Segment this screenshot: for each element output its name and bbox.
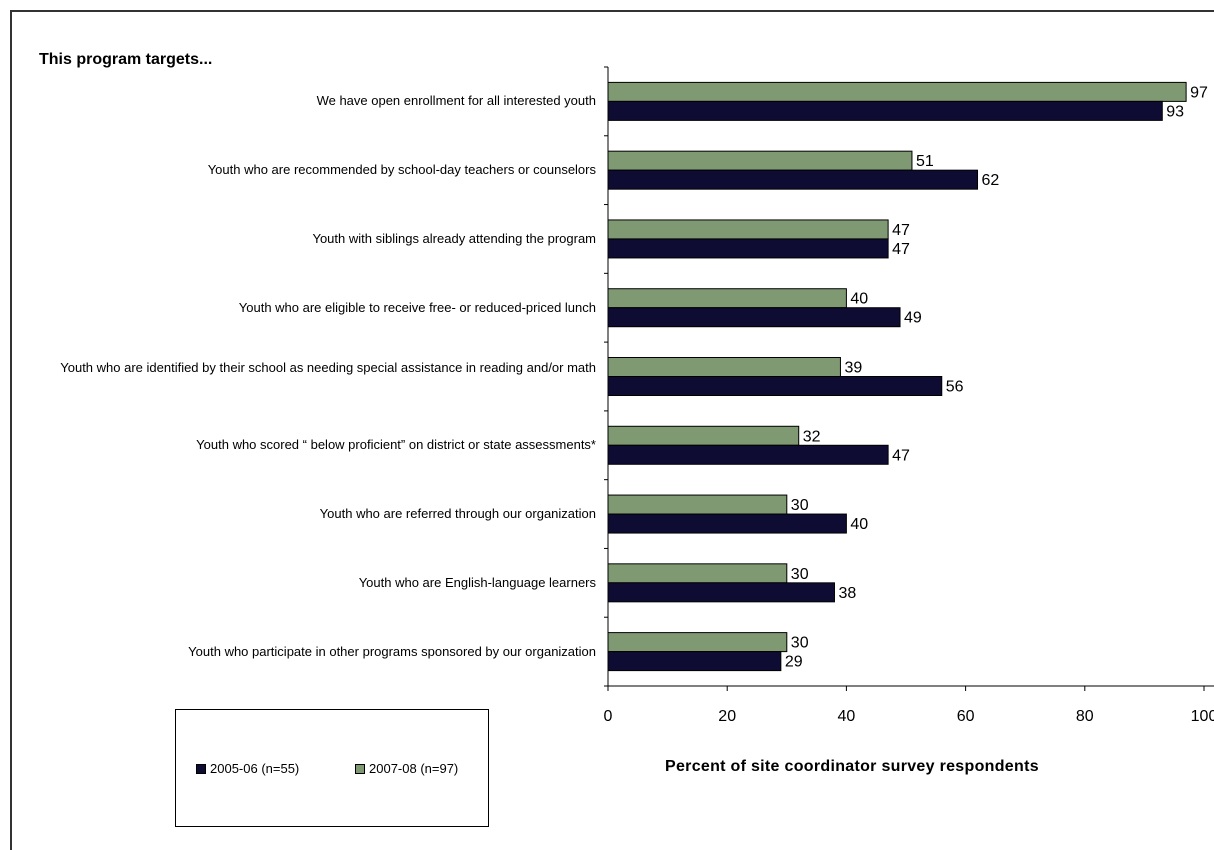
legend-item-2007: 2007-08 (n=97): [355, 761, 458, 776]
data-label: 56: [946, 379, 964, 396]
data-label: 62: [982, 172, 1000, 189]
data-label: 30: [791, 635, 809, 652]
bar-2005-06: [607, 513, 847, 534]
x-tick-label: 0: [604, 708, 613, 725]
x-axis-label: Percent of site coordinator survey respo…: [665, 758, 1039, 775]
data-label: 47: [892, 447, 910, 464]
bar-2005-06: [607, 100, 1163, 121]
data-label: 97: [1190, 84, 1208, 101]
legend-swatch-2005: [196, 763, 206, 774]
data-label: 93: [1166, 103, 1184, 120]
data-label: 40: [850, 291, 868, 308]
bar-2007-08: [607, 81, 1187, 102]
data-label: 47: [892, 241, 910, 258]
data-label: 40: [850, 516, 868, 533]
legend-swatch-2007: [355, 763, 365, 774]
category-label: Youth who are referred through our organ…: [319, 506, 596, 522]
category-label: Youth who participate in other programs …: [188, 643, 596, 659]
bar-2005-06: [607, 444, 889, 465]
data-label: 30: [791, 497, 809, 514]
bar-2005-06: [607, 307, 901, 328]
bar-2007-08: [607, 219, 889, 240]
data-label: 39: [844, 360, 862, 377]
bar-2007-08: [607, 632, 788, 653]
bar-2007-08: [607, 357, 841, 377]
category-label: Youth who are recommended by school-day …: [207, 162, 596, 178]
legend-item-2005: 2005-06 (n=55): [196, 761, 299, 776]
x-tick-label: 40: [838, 708, 856, 725]
x-tick-label: 20: [718, 708, 736, 725]
bar-2007-08: [607, 425, 800, 446]
x-tick-label: 100: [1191, 708, 1214, 725]
bar-2007-08: [607, 494, 788, 515]
x-tick-label: 80: [1076, 708, 1094, 725]
data-label: 30: [791, 566, 809, 583]
chart-frame: [10, 10, 1214, 850]
bar-2005-06: [607, 169, 979, 190]
category-label: Youth who are eligible to receive free- …: [238, 299, 596, 315]
bar-2005-06: [607, 376, 943, 396]
category-label: Youth who are identified by their school…: [60, 359, 596, 375]
data-label: 51: [916, 153, 934, 170]
legend-label-2007: 2007-08 (n=97): [369, 761, 459, 776]
chart-title: This program targets...: [39, 51, 213, 68]
category-label: We have open enrollment for all interest…: [316, 93, 596, 109]
bar-2007-08: [607, 288, 847, 309]
bar-2005-06: [607, 651, 782, 672]
x-tick-label: 60: [957, 708, 975, 725]
data-label: 29: [785, 654, 803, 671]
category-label: Youth who are English-language learners: [358, 574, 596, 590]
data-label: 47: [892, 222, 910, 239]
bar-2007-08: [607, 150, 913, 171]
data-label: 32: [803, 428, 821, 445]
category-label: Youth with siblings already attending th…: [312, 230, 596, 246]
category-label: Youth who scored “ below proficient” on …: [196, 437, 596, 453]
bar-2005-06: [607, 238, 889, 259]
legend: 2005-06 (n=55) 2007-08 (n=97): [175, 709, 489, 827]
data-label: 49: [904, 310, 922, 327]
bar-2005-06: [607, 582, 835, 603]
legend-label-2005: 2005-06 (n=55): [210, 761, 300, 776]
data-label: 38: [838, 585, 856, 602]
bar-2007-08: [607, 563, 788, 584]
